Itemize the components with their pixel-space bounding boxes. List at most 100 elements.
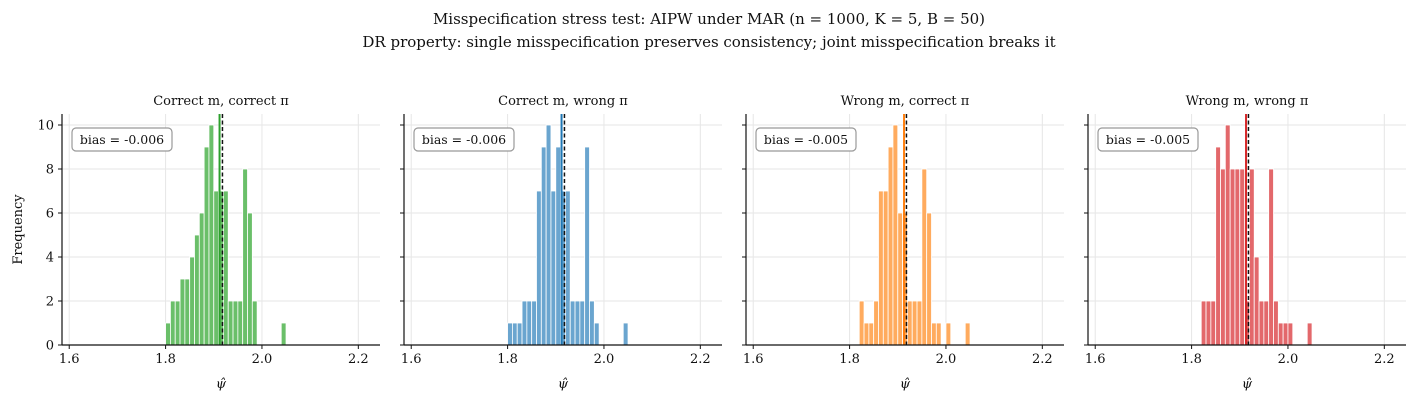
histogram-bar bbox=[507, 322, 513, 346]
histogram-bar bbox=[569, 300, 576, 346]
panel-2: 1.6 1.8 2.0 2.2 Correct m, wrong π ψ̂ bias = -… bbox=[400, 94, 722, 392]
histogram-bar bbox=[227, 300, 234, 346]
x-tick-label: 1.6 bbox=[401, 352, 422, 367]
x-tick-label: 1.8 bbox=[497, 352, 518, 367]
y-tick-label: 8 bbox=[46, 163, 54, 178]
histogram-bar bbox=[1249, 168, 1255, 346]
histogram-bar bbox=[921, 168, 928, 346]
histogram-bar bbox=[1258, 300, 1265, 346]
histogram-bar bbox=[545, 124, 552, 346]
histogram-bar bbox=[242, 168, 248, 346]
histogram-bar bbox=[198, 212, 205, 346]
histogram-bar bbox=[1215, 146, 1221, 346]
histogram-bar bbox=[1263, 300, 1270, 346]
histogram-bar bbox=[516, 322, 523, 346]
histogram-bar bbox=[1306, 322, 1313, 346]
histogram-bar bbox=[926, 212, 932, 346]
histogram-bar bbox=[1200, 300, 1207, 346]
histogram-bar bbox=[584, 146, 590, 346]
y-tick-label: 4 bbox=[46, 251, 54, 266]
y-tick-label: 10 bbox=[37, 119, 54, 134]
histogram-bar bbox=[165, 322, 171, 346]
bias-annotation: bias = -0.005 bbox=[1106, 132, 1190, 147]
panel-title: Wrong m, correct π bbox=[841, 94, 970, 109]
bias-annotation: bias = -0.006 bbox=[80, 132, 164, 147]
histogram-bar bbox=[526, 300, 533, 346]
x-tick-label: 2.0 bbox=[936, 352, 957, 367]
y-tick-label: 2 bbox=[46, 295, 54, 310]
x-tick-label: 2.2 bbox=[1032, 352, 1053, 367]
x-axis-label: ψ̂ bbox=[558, 377, 569, 392]
histogram-bar bbox=[189, 256, 195, 346]
histogram-bar bbox=[536, 190, 542, 346]
x-tick-label: 1.8 bbox=[155, 352, 176, 367]
histogram-bar bbox=[213, 190, 219, 346]
bias-annotation-box bbox=[1097, 127, 1199, 152]
histogram-bar bbox=[945, 322, 952, 346]
histogram-bar bbox=[892, 124, 899, 346]
x-tick-label: 2.2 bbox=[348, 352, 369, 367]
histogram-bar bbox=[1220, 168, 1226, 346]
histogram-bar bbox=[589, 300, 595, 346]
histogram-bar bbox=[1287, 322, 1294, 346]
histogram-bar bbox=[237, 300, 244, 346]
histogram-bar bbox=[1205, 300, 1212, 346]
histogram-bar bbox=[555, 146, 561, 346]
histogram-bar bbox=[208, 124, 215, 346]
histogram-bar bbox=[1253, 256, 1260, 346]
y-tick-label: 0 bbox=[46, 339, 54, 354]
histogram-bar bbox=[574, 300, 581, 346]
histogram-bar bbox=[1224, 124, 1231, 346]
histogram-bar bbox=[593, 322, 600, 346]
figure-title: Misspecification stress test: AIPW under… bbox=[432, 10, 986, 28]
histogram-bar bbox=[540, 146, 547, 346]
x-tick-label: 1.8 bbox=[1181, 352, 1202, 367]
x-axis-label: ψ̂ bbox=[1242, 377, 1253, 392]
x-axis-label: ψ̂ bbox=[216, 377, 227, 392]
x-tick-label: 1.8 bbox=[839, 352, 860, 367]
histogram-bar bbox=[280, 322, 287, 346]
bias-annotation-box bbox=[413, 127, 515, 152]
x-tick-label: 1.6 bbox=[1085, 352, 1106, 367]
histogram-bar bbox=[512, 322, 518, 346]
panel-title: Correct m, wrong π bbox=[498, 94, 628, 109]
histogram-bar bbox=[223, 190, 229, 346]
histogram-bar bbox=[887, 146, 894, 346]
bias-annotation-box bbox=[755, 127, 857, 152]
histogram-bar bbox=[1229, 168, 1236, 346]
histogram-bar bbox=[550, 190, 557, 346]
panel-title: Wrong m, wrong π bbox=[1186, 94, 1309, 109]
histogram-bar bbox=[184, 278, 191, 346]
histogram-bar bbox=[521, 300, 528, 346]
x-tick-label: 2.2 bbox=[1374, 352, 1395, 367]
histogram-bar bbox=[1277, 322, 1284, 346]
histogram-bar bbox=[911, 300, 918, 346]
histogram-bar bbox=[194, 234, 200, 346]
histogram-bar bbox=[1234, 168, 1241, 346]
histogram-bar bbox=[247, 212, 253, 346]
figure-subtitle: DR property: single misspecification pre… bbox=[362, 33, 1056, 51]
histogram-bar bbox=[170, 300, 176, 346]
panel-title: Correct m, correct π bbox=[153, 94, 289, 109]
x-tick-label: 2.0 bbox=[252, 352, 273, 367]
y-tick-label: 6 bbox=[46, 207, 54, 222]
histogram-bar bbox=[873, 300, 879, 346]
histogram-bar bbox=[882, 190, 889, 346]
histogram-bar bbox=[1282, 322, 1289, 346]
histogram-bar bbox=[858, 300, 865, 346]
histogram-bar bbox=[565, 190, 571, 346]
histogram-bar bbox=[179, 278, 186, 346]
histogram-bar bbox=[931, 322, 937, 346]
histogram-bar bbox=[1210, 300, 1217, 346]
panel-4: 1.6 1.8 2.0 2.2 Wrong m, wrong π ψ̂ bias = -0.… bbox=[1084, 94, 1406, 392]
histogram-bar bbox=[251, 300, 258, 346]
histogram-bar bbox=[1273, 300, 1279, 346]
x-tick-label: 2.0 bbox=[1278, 352, 1299, 367]
x-tick-label: 2.0 bbox=[594, 352, 615, 367]
histogram-bar bbox=[1239, 168, 1245, 346]
histogram-bar bbox=[531, 300, 537, 346]
histogram-bar bbox=[1268, 168, 1274, 346]
histogram-bar bbox=[622, 322, 629, 346]
